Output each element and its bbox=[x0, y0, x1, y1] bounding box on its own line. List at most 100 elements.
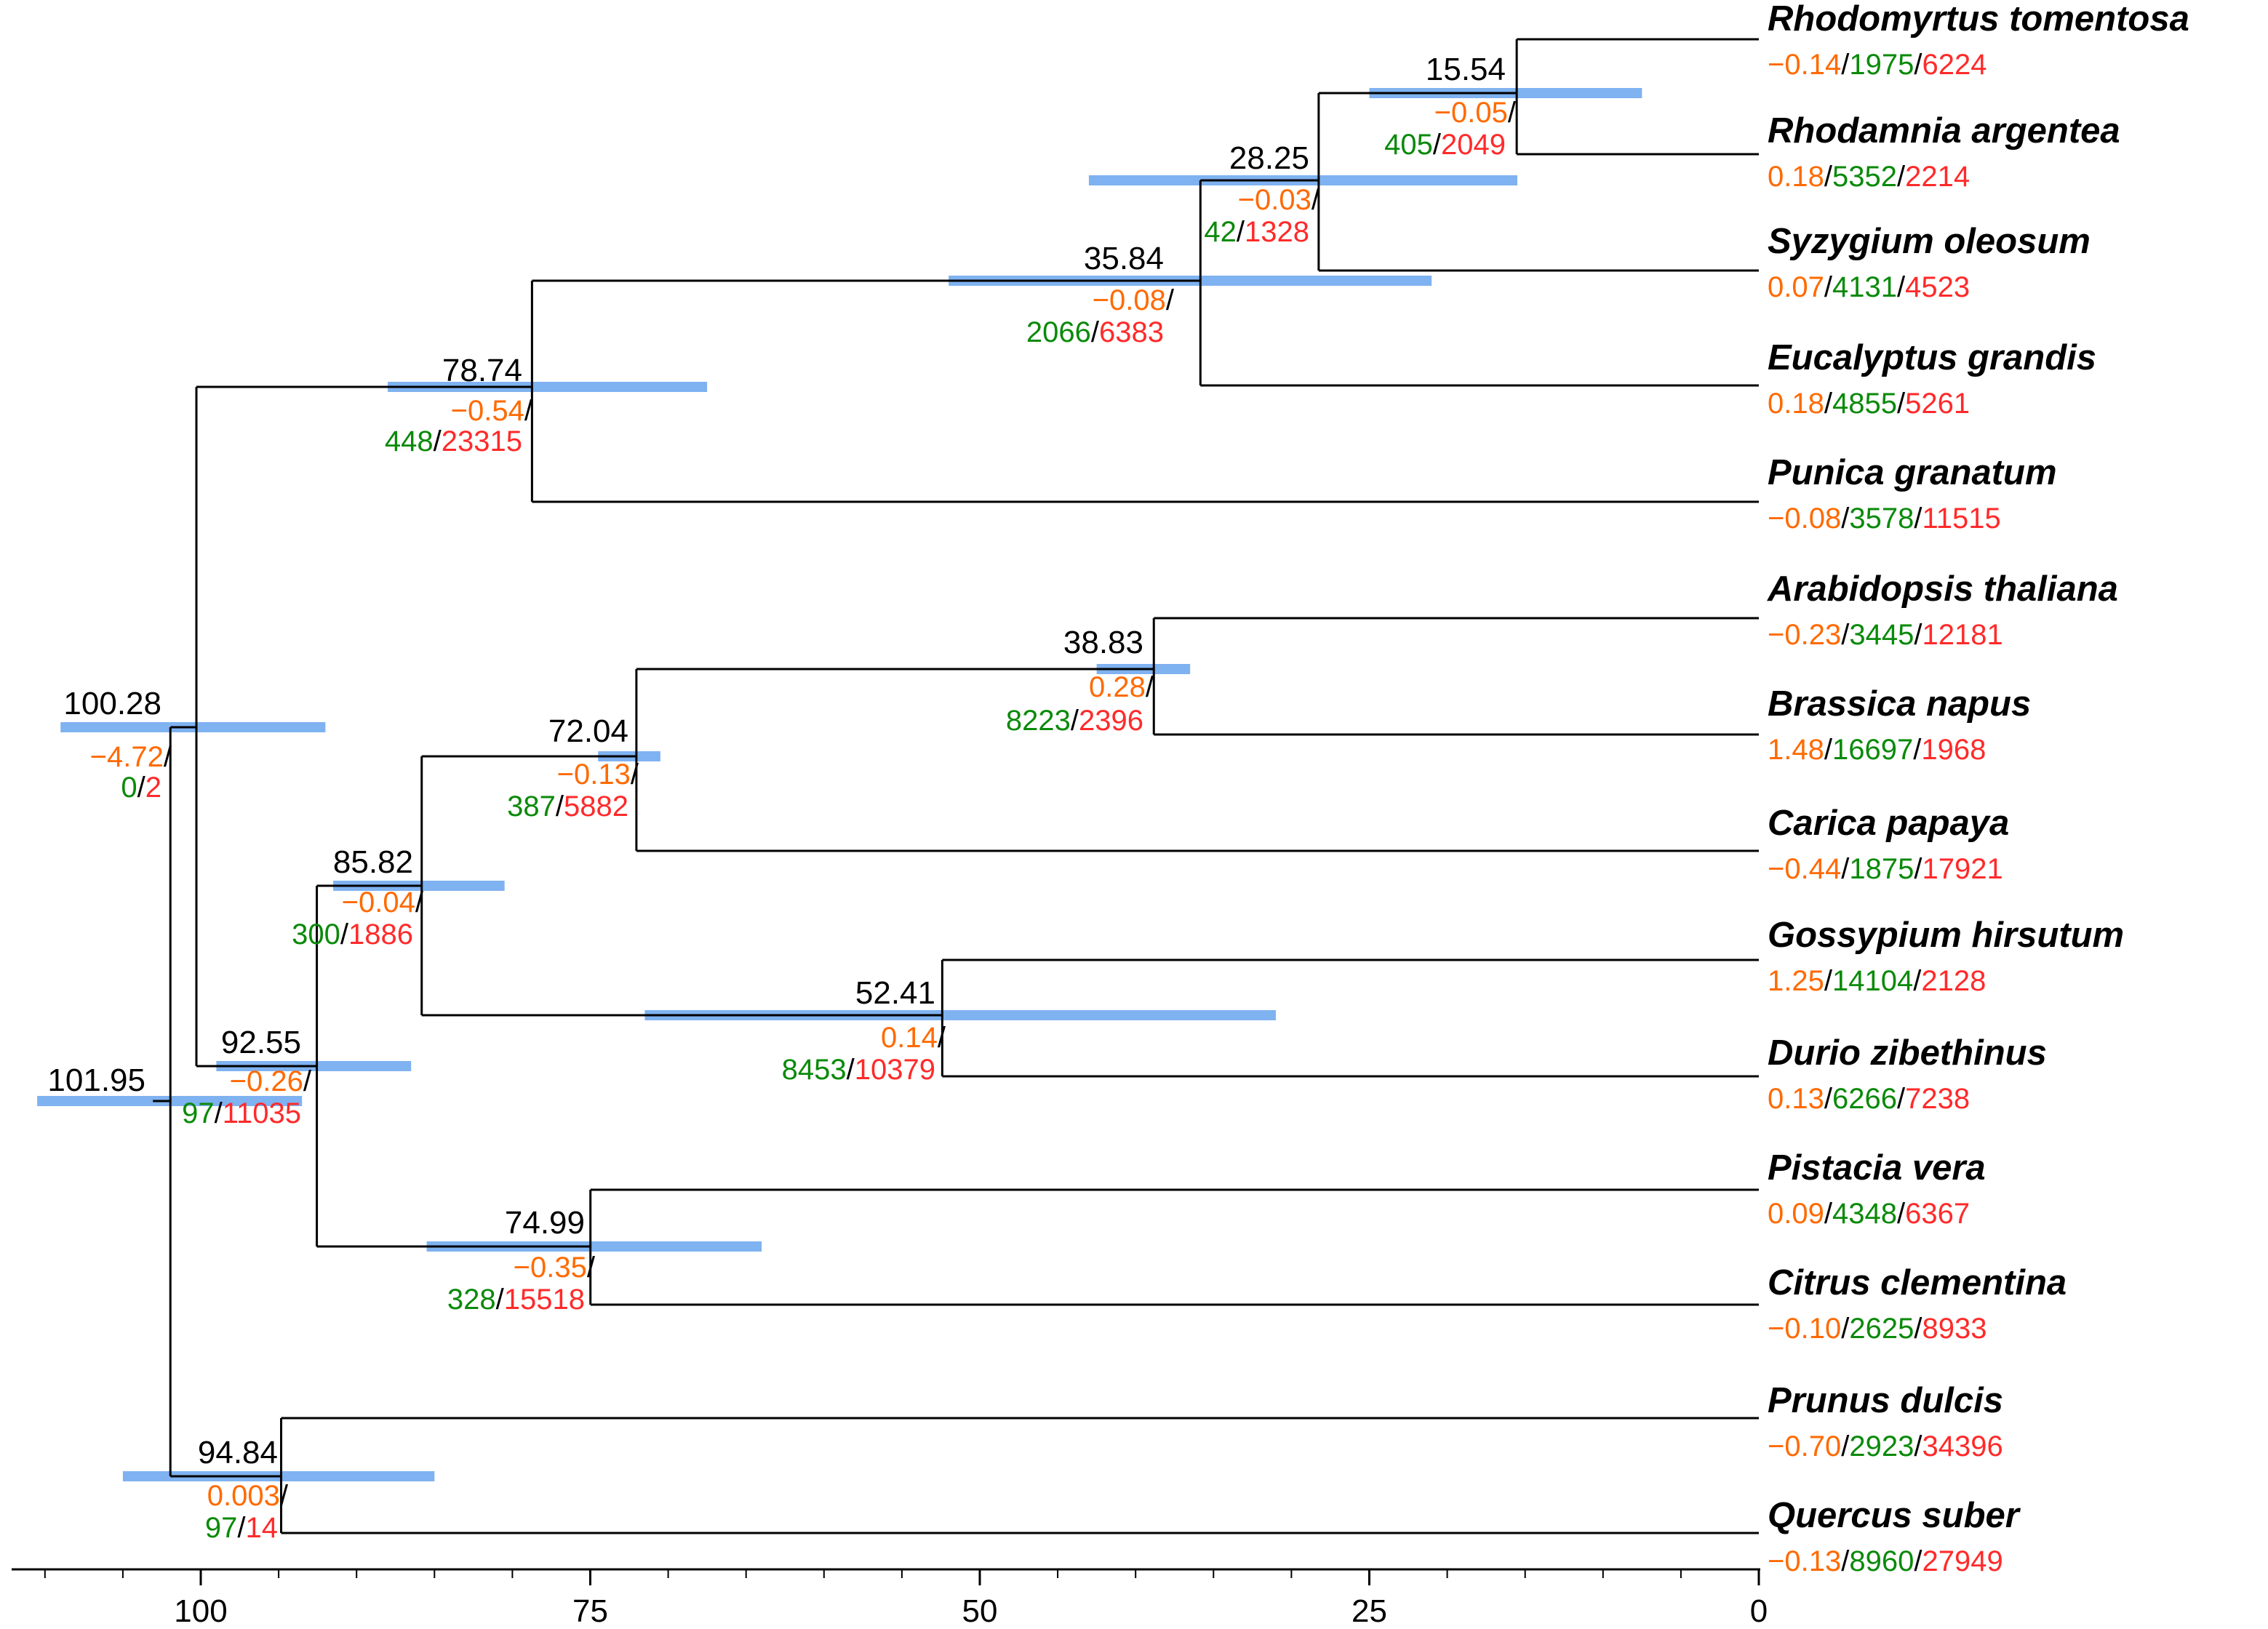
taxon-13: Quercus suber −0.13/8960/27949 bbox=[1768, 1496, 2021, 1577]
taxon-0: Rhodomyrtus tomentosa −0.14/1975/6224 bbox=[1768, 0, 2189, 81]
node-label-11: 74.99 −0.35/328/15518 bbox=[447, 1205, 596, 1316]
taxon-stats: −0.13/8960/27949 bbox=[1768, 1545, 2003, 1577]
taxon-name: Prunus dulcis bbox=[1768, 1381, 2003, 1420]
taxon-name: Rhodomyrtus tomentosa bbox=[1768, 0, 2189, 39]
taxon-9: Durio zibethinus 0.13/6266/7238 bbox=[1768, 1033, 2047, 1115]
taxon-stats: 0.07/4131/4523 bbox=[1768, 271, 1970, 303]
taxon-5: Arabidopsis thaliana −0.23/3445/12181 bbox=[1767, 569, 2118, 651]
node-label-3: 35.84 −0.08/2066/6383 bbox=[1026, 241, 1175, 348]
node-gain-family: 405/2049 bbox=[1384, 129, 1506, 161]
taxon-name: Punica granatum bbox=[1768, 453, 2057, 492]
taxon-stats: 0.18/4855/5261 bbox=[1768, 388, 1970, 420]
taxon-stats: 0.18/5352/2214 bbox=[1768, 161, 1970, 193]
node-age: 35.84 bbox=[1084, 241, 1164, 276]
node-gain-family: 448/23315 bbox=[385, 425, 522, 457]
node-gain-family: 8453/10379 bbox=[782, 1054, 935, 1086]
node-rate: 0.003/ bbox=[207, 1480, 289, 1512]
node-rate: −0.13/ bbox=[557, 759, 639, 791]
taxon-11: Citrus clementina −0.10/2625/8933 bbox=[1768, 1263, 2067, 1345]
taxon-name: Quercus suber bbox=[1768, 1496, 2021, 1535]
taxon-7: Carica papaya −0.44/1875/17921 bbox=[1768, 804, 2009, 885]
node-gain-family: 0/2 bbox=[121, 772, 161, 804]
node-rate: 0.14/ bbox=[881, 1022, 946, 1054]
node-gain-family: 300/1886 bbox=[292, 918, 413, 950]
hpd-bars bbox=[37, 88, 1642, 1481]
node-rate: −4.72/ bbox=[90, 741, 172, 773]
taxon-4: Punica granatum −0.08/3578/11515 bbox=[1768, 453, 2057, 535]
taxon-name: Brassica napus bbox=[1768, 684, 2031, 724]
taxon-6: Brassica napus 1.48/16697/1968 bbox=[1768, 684, 2031, 766]
node-gain-family: 387/5882 bbox=[507, 791, 628, 822]
axis-tick-label: 0 bbox=[1750, 1593, 1768, 1629]
node-gain-family: 328/15518 bbox=[447, 1284, 585, 1316]
axis-tick-label: 50 bbox=[962, 1593, 998, 1629]
taxon-stats: −0.10/2625/8933 bbox=[1768, 1313, 1987, 1345]
node-age: 92.55 bbox=[221, 1025, 301, 1060]
node-rate: −0.04/ bbox=[342, 886, 424, 918]
node-age: 94.84 bbox=[198, 1435, 278, 1470]
node-label-7: 85.82 −0.04/300/1886 bbox=[292, 844, 424, 950]
taxon-stats: 0.09/4348/6367 bbox=[1768, 1198, 1970, 1230]
axis-tick-label: 75 bbox=[572, 1593, 608, 1629]
taxon-8: Gossypium hirsutum 1.25/14104/2128 bbox=[1768, 916, 2124, 997]
taxon-name: Gossypium hirsutum bbox=[1768, 916, 2124, 955]
taxon-stats: 1.25/14104/2128 bbox=[1768, 965, 1986, 997]
node-rate: −0.35/ bbox=[514, 1252, 596, 1284]
node-age: 52.41 bbox=[855, 975, 935, 1011]
node-age: 100.28 bbox=[63, 686, 161, 721]
node-label-10: 52.41 0.14/8453/10379 bbox=[782, 975, 946, 1086]
taxon-1: Rhodamnia argentea 0.18/5352/2214 bbox=[1768, 111, 2120, 193]
node-age: 101.95 bbox=[47, 1062, 145, 1098]
axis-tick-label: 100 bbox=[174, 1593, 227, 1629]
tip-labels: Rhodomyrtus tomentosa−0.14/1975/6224Rhod… bbox=[1767, 0, 2189, 1577]
taxon-stats: −0.14/1975/6224 bbox=[1768, 49, 1987, 81]
taxon-stats: −0.08/3578/11515 bbox=[1768, 503, 2001, 535]
axis-tick-label: 25 bbox=[1351, 1593, 1387, 1629]
node-age: 74.99 bbox=[505, 1205, 585, 1241]
node-age: 15.54 bbox=[1426, 52, 1506, 87]
node-age: 78.74 bbox=[442, 353, 522, 388]
node-rate: 0.28/ bbox=[1089, 671, 1154, 703]
node-gain-family: 97/14 bbox=[205, 1512, 278, 1544]
node-rate: −0.03/ bbox=[1238, 184, 1320, 216]
node-label-12: 94.84 0.003/97/14 bbox=[198, 1435, 289, 1544]
node-rate: −0.54/ bbox=[451, 395, 533, 427]
taxon-name: Citrus clementina bbox=[1768, 1263, 2067, 1302]
node-gain-family: 42/1328 bbox=[1204, 216, 1309, 248]
node-label-6: 92.55 −0.26/97/11035 bbox=[182, 1025, 312, 1129]
taxon-2: Syzygium oleosum 0.07/4131/4523 bbox=[1768, 222, 2091, 303]
node-label-2: 78.74 −0.54/448/23315 bbox=[385, 353, 533, 457]
taxon-name: Syzygium oleosum bbox=[1768, 222, 2091, 261]
taxon-12: Prunus dulcis −0.70/2923/34396 bbox=[1768, 1381, 2003, 1462]
node-label-0: 101.95 bbox=[47, 1062, 145, 1098]
taxon-stats: −0.44/1875/17921 bbox=[1768, 853, 2003, 885]
taxon-3: Eucalyptus grandis 0.18/4855/5261 bbox=[1768, 338, 2096, 420]
node-label-8: 72.04 −0.13/387/5882 bbox=[507, 713, 639, 822]
node-labels: 101.95 100.28 −4.72/0/2 78.74 −0.54/448/2331… bbox=[47, 52, 1516, 1544]
node-rate: −0.08/ bbox=[1093, 284, 1175, 316]
taxon-name: Carica papaya bbox=[1768, 804, 2009, 843]
node-label-4: 28.25 −0.03/42/1328 bbox=[1204, 140, 1319, 248]
node-rate: −0.05/ bbox=[1434, 97, 1517, 129]
node-age: 72.04 bbox=[548, 713, 628, 749]
taxon-stats: 1.48/16697/1968 bbox=[1768, 734, 1986, 766]
taxon-name: Rhodamnia argentea bbox=[1768, 111, 2120, 151]
time-axis: 100 75 50 25 0 bbox=[12, 1568, 1768, 1629]
node-label-5: 15.54 −0.05/405/2049 bbox=[1384, 52, 1517, 161]
node-age: 28.25 bbox=[1229, 140, 1309, 176]
node-gain-family: 2066/6383 bbox=[1026, 316, 1164, 348]
tree-branches bbox=[153, 38, 1759, 1534]
node-age: 85.82 bbox=[333, 844, 413, 880]
node-gain-family: 8223/2396 bbox=[1006, 705, 1143, 737]
taxon-stats: 0.13/6266/7238 bbox=[1768, 1083, 1970, 1115]
node-label-9: 38.83 0.28/8223/2396 bbox=[1006, 625, 1154, 737]
taxon-name: Arabidopsis thaliana bbox=[1767, 569, 2118, 609]
node-age: 38.83 bbox=[1063, 625, 1143, 660]
taxon-stats: −0.70/2923/34396 bbox=[1768, 1430, 2003, 1462]
taxon-name: Eucalyptus grandis bbox=[1768, 338, 2096, 377]
node-rate: −0.26/ bbox=[230, 1065, 312, 1097]
node-label-1: 100.28 −4.72/0/2 bbox=[63, 686, 172, 804]
node-gain-family: 97/11035 bbox=[182, 1097, 301, 1129]
taxon-name: Durio zibethinus bbox=[1768, 1033, 2047, 1073]
